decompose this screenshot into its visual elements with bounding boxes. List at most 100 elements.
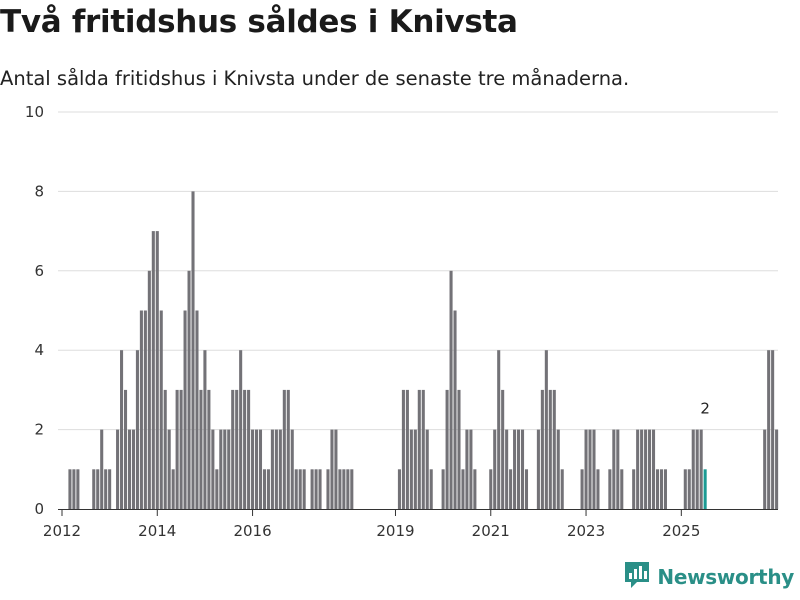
bar <box>441 469 445 509</box>
bar <box>243 389 247 509</box>
bar <box>159 310 163 509</box>
bar <box>290 429 294 509</box>
highlight-bar <box>703 469 707 509</box>
y-tick-label: 10 <box>25 103 44 121</box>
bar <box>223 429 227 509</box>
bar <box>282 389 286 509</box>
bar <box>231 389 235 509</box>
bar <box>274 429 278 509</box>
bar <box>116 429 120 509</box>
bar <box>421 389 425 509</box>
bar <box>580 469 584 509</box>
bar <box>104 469 108 509</box>
bar <box>584 429 588 509</box>
bar <box>520 429 525 509</box>
bar <box>429 469 433 509</box>
bar <box>219 429 223 509</box>
x-tick-label: 2023 <box>567 522 605 540</box>
bar <box>294 469 298 509</box>
bar <box>632 469 636 509</box>
x-tick-label: 2019 <box>376 522 414 540</box>
bar <box>612 429 616 509</box>
bar <box>199 389 203 509</box>
bar <box>266 469 270 509</box>
bars <box>68 191 779 509</box>
chart-subtitle: Antal sålda fritidshus i Knivsta under d… <box>0 67 630 90</box>
bar <box>235 389 239 509</box>
brand-name: Newsworthy <box>657 565 794 589</box>
bar <box>326 469 330 509</box>
bar <box>127 429 132 509</box>
bar <box>465 429 469 509</box>
bar <box>775 429 779 509</box>
bar <box>683 469 687 509</box>
bar <box>318 469 322 509</box>
bar <box>699 429 703 509</box>
bar <box>517 429 521 509</box>
bar <box>417 389 421 509</box>
bar <box>203 350 207 509</box>
bar <box>695 429 699 509</box>
bar <box>640 429 644 509</box>
y-tick-label: 6 <box>34 262 44 280</box>
bar <box>72 469 76 509</box>
y-tick-label: 0 <box>34 500 44 518</box>
y-tick-label: 4 <box>34 341 44 359</box>
bar <box>592 429 596 509</box>
gridlines <box>58 111 778 431</box>
bar <box>314 469 318 509</box>
newsworthy-logo-icon <box>623 560 651 594</box>
bar <box>596 469 600 509</box>
bar <box>92 469 96 509</box>
bar <box>659 469 664 509</box>
bar <box>552 389 556 509</box>
bar <box>175 389 179 509</box>
bar <box>163 389 167 509</box>
bar <box>342 469 346 509</box>
bar <box>489 469 493 509</box>
bar <box>147 270 151 509</box>
bar <box>151 231 155 509</box>
bar <box>771 350 775 509</box>
bar <box>457 389 461 509</box>
x-tick-label: 2016 <box>233 522 271 540</box>
bar <box>251 429 255 509</box>
chart-title: Två fritidshus såldes i Knivsta <box>0 4 518 40</box>
bar <box>143 310 147 509</box>
x-tick-label: 2025 <box>662 522 700 540</box>
bar <box>560 469 564 509</box>
bar <box>524 469 529 509</box>
highlight-value-label: 2 <box>700 400 710 418</box>
bar <box>108 469 112 509</box>
bar <box>513 429 517 509</box>
bar <box>346 469 350 509</box>
bar <box>278 429 282 509</box>
bar <box>211 429 215 509</box>
bar <box>763 429 767 509</box>
bar <box>183 310 187 509</box>
bar <box>96 469 100 509</box>
bar <box>687 469 691 509</box>
bar <box>215 469 219 509</box>
x-tick-label: 2014 <box>138 522 176 540</box>
bar <box>254 429 259 509</box>
y-tick-label: 8 <box>34 182 44 200</box>
bar <box>453 310 457 509</box>
bar <box>334 429 338 509</box>
bar <box>195 310 199 509</box>
brand-logo: Newsworthy <box>623 560 794 594</box>
bar <box>636 429 640 509</box>
bar <box>76 469 80 509</box>
bar <box>652 429 656 509</box>
bar <box>131 429 135 509</box>
bar <box>239 350 243 509</box>
bar <box>461 469 465 509</box>
bar <box>120 350 124 509</box>
bar <box>286 389 290 509</box>
bar <box>258 429 263 509</box>
bar <box>445 389 449 509</box>
bar <box>501 389 505 509</box>
bar <box>644 429 648 509</box>
bar <box>509 469 513 509</box>
bar <box>497 350 501 509</box>
